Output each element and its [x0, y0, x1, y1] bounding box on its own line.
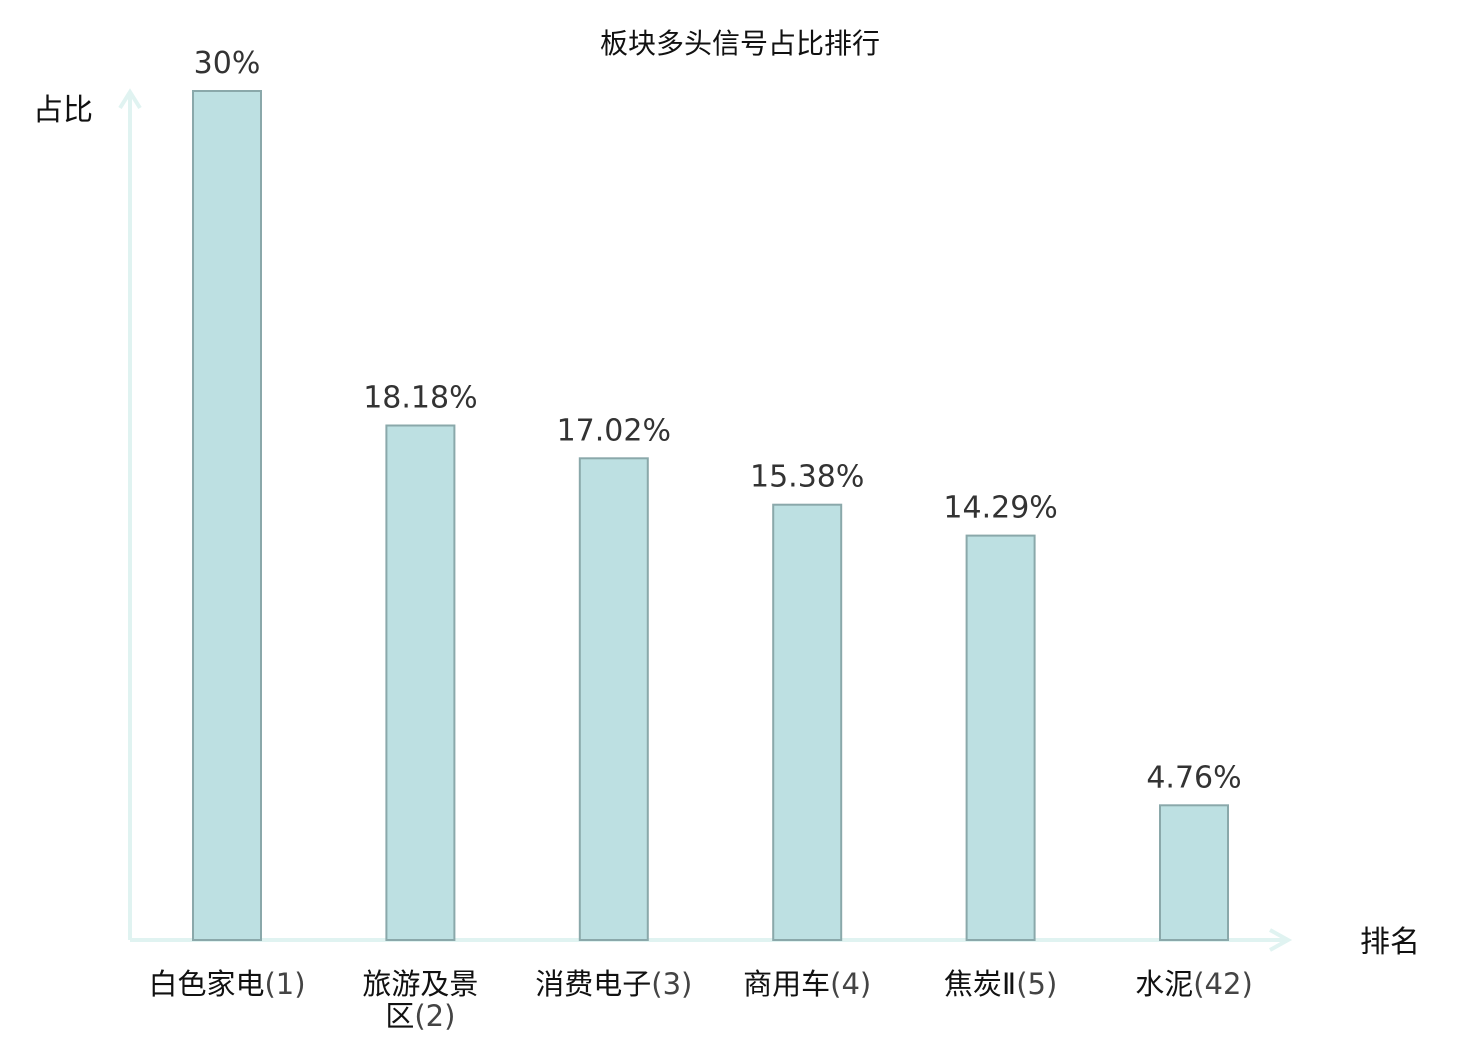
category-rank: (1): [264, 967, 305, 1001]
category-name: 焦炭Ⅱ: [944, 967, 1016, 1001]
bar-4: [772, 503, 843, 941]
y-axis-label: 占比: [33, 93, 93, 128]
bar-1: [192, 90, 262, 941]
value-label-6: 4.76%: [1146, 760, 1241, 795]
category-label-5: 焦炭Ⅱ(5): [944, 967, 1057, 1001]
category-name: 商用车: [743, 967, 830, 1001]
bar-6: [1159, 804, 1229, 941]
value-labels-group: 30% 18.18% 17.02% 15.38% 14.29% 4.76%: [194, 46, 1242, 795]
category-label-3: 消费电子(3): [535, 967, 692, 1001]
category-rank: (2): [414, 999, 455, 1033]
category-name: 白色家电: [148, 967, 264, 1001]
value-label-4: 15.38%: [750, 460, 864, 495]
category-label-4: 商用车(4): [743, 967, 871, 1001]
bar-3: [578, 457, 649, 941]
bar-2: [385, 424, 456, 941]
axes: [118, 88, 1293, 952]
category-rank: (3): [651, 967, 692, 1001]
y-axis-arrow: [118, 88, 142, 110]
value-label-3: 17.02%: [557, 413, 671, 448]
category-name: 旅游及景: [362, 967, 478, 1001]
bar-5: [965, 534, 1036, 941]
category-label-2-line-1: 旅游及景: [362, 967, 478, 1001]
value-label-1: 30%: [194, 46, 261, 81]
x-axis-label: 排名: [1360, 925, 1420, 960]
value-label-5: 14.29%: [943, 491, 1057, 526]
category-name: 区: [385, 999, 414, 1033]
category-label-2-line-2: 区(2): [385, 999, 455, 1033]
category-rank: (5): [1016, 967, 1057, 1001]
category-rank: (42): [1193, 967, 1253, 1001]
chart-title: 板块多头信号占比排行: [600, 27, 880, 60]
category-rank: (4): [830, 967, 871, 1001]
category-name: 消费电子: [535, 967, 651, 1001]
category-name: 水泥: [1135, 967, 1193, 1001]
category-label-6: 水泥(42): [1135, 967, 1253, 1001]
x-axis-arrow: [1269, 928, 1293, 952]
bars-group: [192, 90, 1229, 941]
category-label-1: 白色家电(1): [148, 967, 305, 1001]
value-label-2: 18.18%: [363, 381, 477, 416]
